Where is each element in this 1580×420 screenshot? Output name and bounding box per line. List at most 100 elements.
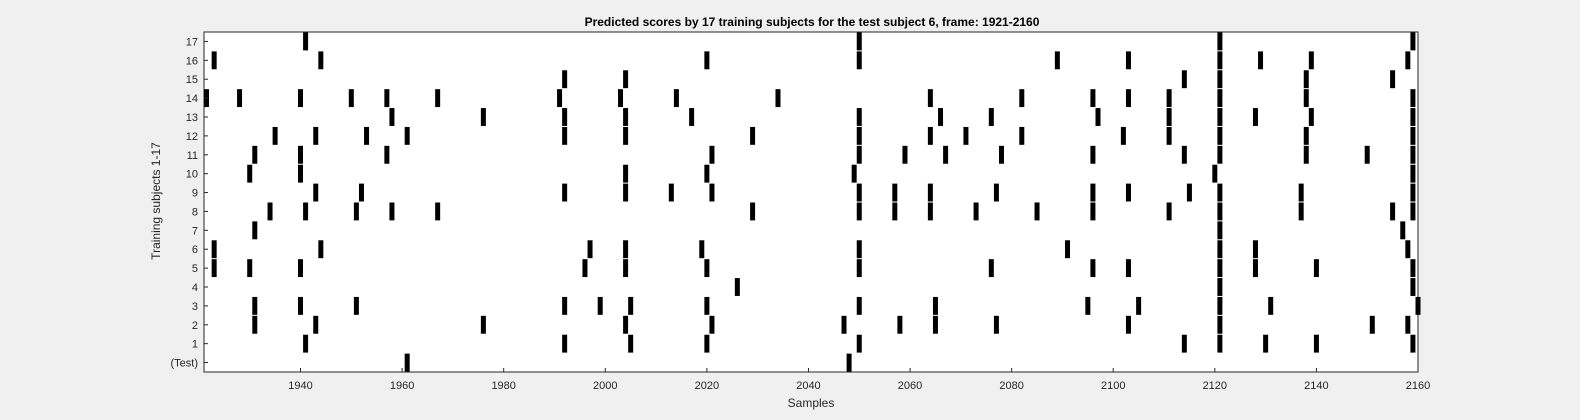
event-mark bbox=[313, 126, 319, 145]
event-mark bbox=[1298, 183, 1304, 202]
event-mark bbox=[938, 108, 944, 126]
event-mark bbox=[404, 353, 410, 372]
y-tick-label: 8 bbox=[192, 206, 198, 218]
event-mark bbox=[298, 296, 304, 315]
event-mark bbox=[404, 126, 410, 145]
event-mark bbox=[389, 202, 395, 221]
event-mark bbox=[988, 259, 994, 278]
event-mark bbox=[1217, 108, 1223, 126]
event-mark bbox=[623, 240, 629, 259]
event-mark bbox=[932, 315, 938, 334]
event-mark bbox=[673, 89, 679, 108]
event-mark bbox=[1054, 51, 1060, 70]
event-mark bbox=[1405, 51, 1411, 70]
event-mark bbox=[623, 108, 629, 126]
event-mark bbox=[668, 183, 674, 202]
event-mark bbox=[318, 240, 324, 259]
event-mark bbox=[709, 145, 715, 164]
event-mark bbox=[435, 89, 441, 108]
event-mark bbox=[562, 126, 568, 145]
event-mark bbox=[1303, 145, 1309, 164]
event-mark bbox=[734, 278, 740, 296]
y-tick-label: 6 bbox=[192, 244, 198, 256]
event-mark bbox=[993, 315, 999, 334]
event-mark bbox=[841, 315, 847, 334]
event-mark bbox=[856, 145, 862, 164]
event-mark bbox=[298, 259, 304, 278]
event-mark bbox=[298, 164, 304, 183]
event-mark bbox=[1181, 145, 1187, 164]
event-mark bbox=[1217, 334, 1223, 353]
event-mark bbox=[846, 353, 852, 372]
event-mark bbox=[252, 315, 258, 334]
event-mark bbox=[1252, 108, 1258, 126]
event-mark bbox=[353, 296, 359, 315]
event-mark bbox=[1303, 89, 1309, 108]
event-mark bbox=[252, 145, 258, 164]
event-mark bbox=[1252, 259, 1258, 278]
x-ticks: 1940 1960 1980 2000 2020 2040 2060 2080 2100 2120… bbox=[288, 368, 1430, 392]
event-mark bbox=[1186, 183, 1192, 202]
event-mark bbox=[927, 202, 933, 221]
event-mark bbox=[247, 259, 253, 278]
y-tick-label: 5 bbox=[192, 263, 198, 275]
event-mark bbox=[1364, 145, 1370, 164]
event-mark bbox=[384, 89, 390, 108]
event-mark bbox=[247, 164, 253, 183]
event-mark bbox=[1125, 89, 1131, 108]
y-tick-label: 14 bbox=[186, 93, 198, 105]
event-mark bbox=[1217, 32, 1223, 51]
event-mark bbox=[1217, 221, 1223, 240]
event-mark bbox=[1410, 32, 1416, 51]
chart-title: Predicted scores by 17 training subjects… bbox=[585, 15, 1040, 29]
event-mark bbox=[562, 108, 568, 126]
event-mark bbox=[943, 145, 949, 164]
event-mark bbox=[587, 240, 593, 259]
event-mark bbox=[856, 32, 862, 51]
event-mark bbox=[1120, 126, 1126, 145]
event-mark bbox=[298, 145, 304, 164]
event-mark bbox=[1166, 202, 1172, 221]
event-mark bbox=[1090, 202, 1096, 221]
event-mark bbox=[1217, 126, 1223, 145]
event-mark bbox=[988, 108, 994, 126]
plot-area bbox=[203, 31, 1419, 373]
event-mark bbox=[272, 126, 278, 145]
event-mark bbox=[1125, 51, 1131, 70]
event-mark bbox=[856, 240, 862, 259]
event-mark bbox=[963, 126, 969, 145]
event-mark bbox=[562, 334, 568, 353]
event-mark bbox=[1252, 240, 1258, 259]
y-tick-label: 12 bbox=[186, 131, 198, 143]
event-mark bbox=[353, 202, 359, 221]
event-mark bbox=[1308, 51, 1314, 70]
event-mark bbox=[623, 183, 629, 202]
x-tick-label: 2020 bbox=[695, 380, 719, 392]
event-mark bbox=[1313, 259, 1319, 278]
y-tick-label: 1 bbox=[192, 339, 198, 351]
event-mark bbox=[927, 126, 933, 145]
event-mark bbox=[1090, 183, 1096, 202]
event-mark bbox=[597, 296, 603, 315]
event-mark bbox=[618, 89, 624, 108]
event-mark bbox=[1090, 89, 1096, 108]
event-mark bbox=[1166, 108, 1172, 126]
x-tick-label: 2040 bbox=[796, 380, 820, 392]
event-mark bbox=[628, 334, 634, 353]
event-mark bbox=[480, 315, 486, 334]
event-mark bbox=[562, 183, 568, 202]
event-mark bbox=[557, 89, 563, 108]
event-mark bbox=[623, 259, 629, 278]
x-tick-label: 2100 bbox=[1101, 380, 1125, 392]
event-mark bbox=[973, 202, 979, 221]
event-mark bbox=[851, 164, 857, 183]
event-mark bbox=[704, 51, 710, 70]
event-mark bbox=[1308, 108, 1314, 126]
y-tick-label: 4 bbox=[192, 282, 198, 294]
y-tick-label: 3 bbox=[192, 301, 198, 313]
event-mark bbox=[1298, 202, 1304, 221]
event-mark bbox=[298, 89, 304, 108]
event-mark bbox=[1019, 126, 1025, 145]
y-tick-label: 15 bbox=[186, 74, 198, 86]
